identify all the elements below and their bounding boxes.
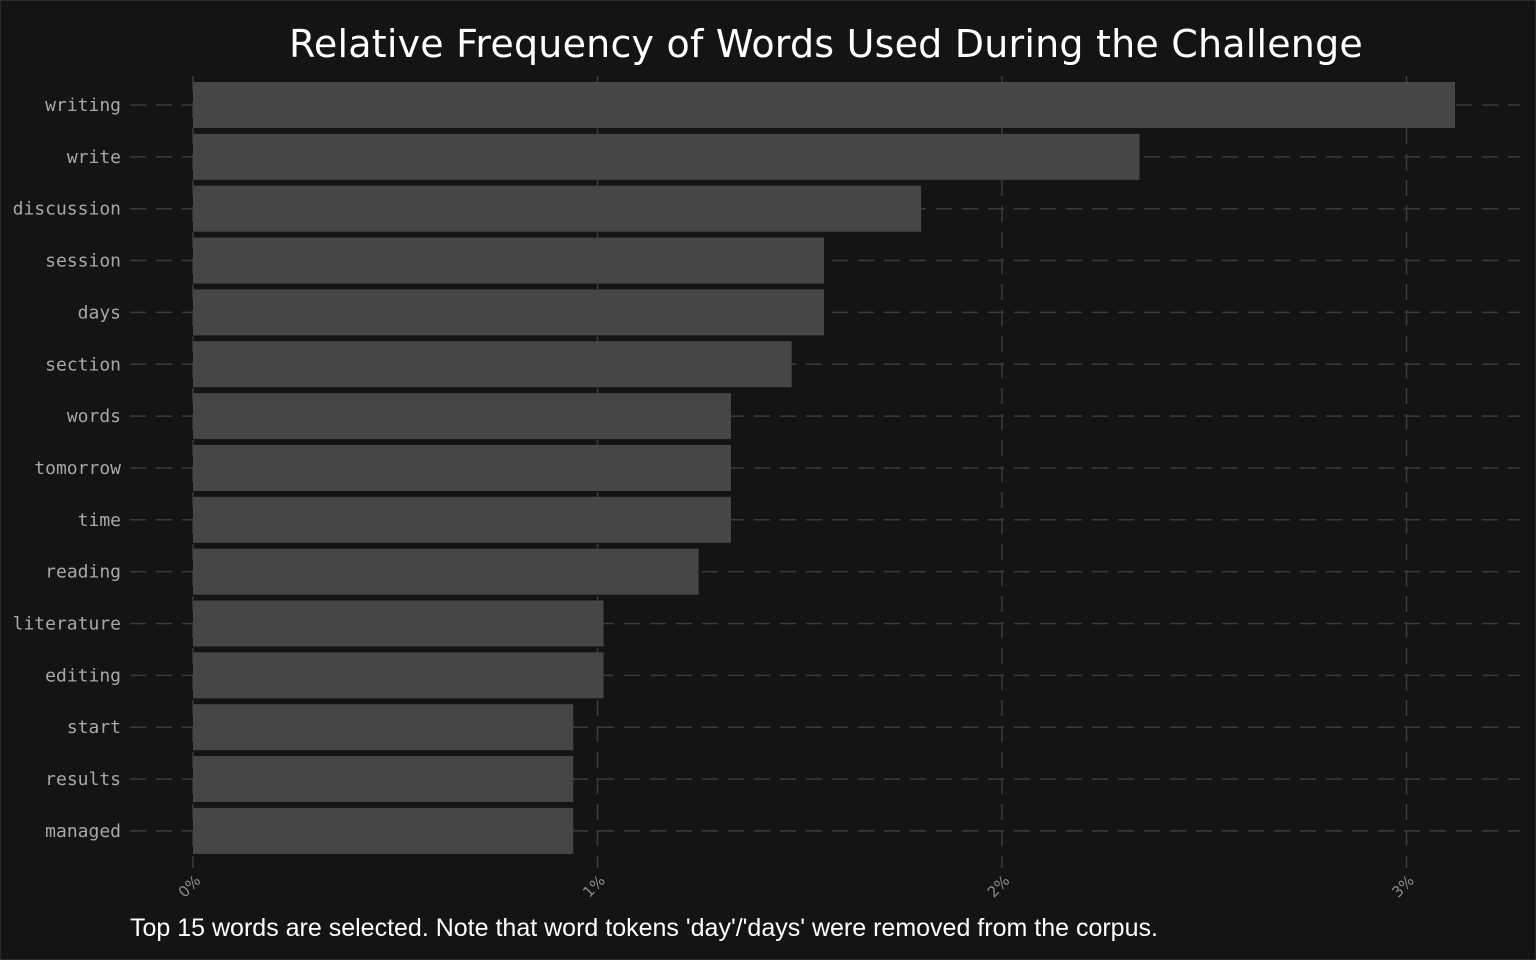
category-label: section (45, 354, 121, 375)
bar (193, 393, 731, 440)
bar (193, 341, 792, 388)
category-label: tomorrow (34, 458, 121, 479)
axis-labels: writing write discussion session days section… (13, 95, 1418, 901)
category-label: start (67, 717, 121, 738)
bar (193, 185, 922, 232)
category-label: writing (45, 95, 121, 116)
bar (193, 600, 604, 647)
category-label: time (78, 510, 121, 531)
bar (193, 444, 731, 491)
x-tick-label: 3% (1388, 872, 1418, 902)
bar (193, 289, 825, 336)
x-tick-label: 0% (175, 872, 205, 902)
bar (193, 496, 731, 543)
bar (193, 807, 574, 854)
category-label: days (78, 302, 121, 323)
category-label: editing (45, 665, 121, 686)
bar (193, 652, 604, 699)
chart-caption: Top 15 words are selected. Note that wor… (130, 914, 1158, 942)
category-label: results (45, 769, 121, 790)
category-label: reading (45, 562, 121, 583)
x-tick-label: 2% (984, 872, 1014, 902)
bar (193, 548, 699, 595)
bar (193, 237, 825, 284)
category-label: discussion (13, 199, 121, 220)
bar (193, 133, 1140, 180)
bar (193, 82, 1456, 128)
x-tick-label: 1% (579, 872, 609, 902)
bars (193, 82, 1456, 854)
category-label: literature (13, 614, 121, 635)
chart-title: Relative Frequency of Words Used During … (289, 22, 1363, 66)
bar (193, 704, 574, 751)
category-label: words (67, 406, 121, 427)
category-label: write (67, 147, 121, 168)
category-label: managed (45, 821, 121, 842)
bar (193, 756, 574, 803)
category-label: session (45, 251, 121, 272)
